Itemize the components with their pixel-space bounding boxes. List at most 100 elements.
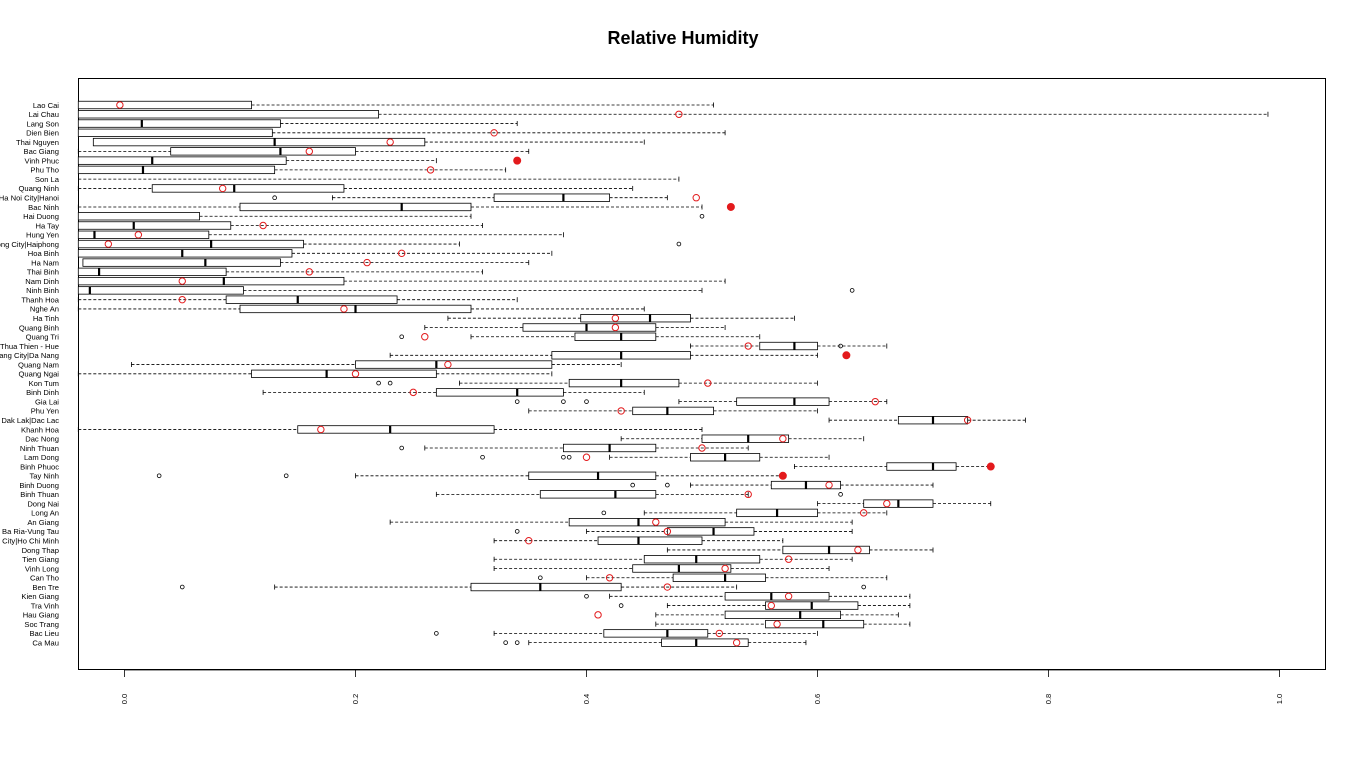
outlier-point — [283, 473, 289, 479]
box-row: Hai Phong City|Haiphong — [0, 240, 682, 249]
box-row: Ha Tay — [36, 221, 483, 230]
box-row: Binh Thuan — [20, 490, 843, 499]
row-label: Dong Nai — [27, 499, 59, 508]
box — [539, 490, 657, 499]
row-label: Nghe An — [30, 305, 59, 314]
row-label: Binh Duong — [19, 481, 59, 490]
row-label: Dong Thap — [22, 546, 59, 555]
box — [522, 323, 657, 332]
row-label: An Giang — [27, 518, 59, 527]
row-label: Hau Giang — [23, 611, 59, 620]
row-label: Hung Yen — [26, 231, 59, 240]
red-open-marker — [675, 110, 683, 118]
box-row: Dac Nong — [25, 435, 865, 444]
row-label: Lao Cai — [33, 101, 59, 110]
box — [77, 249, 293, 258]
outlier-point — [561, 454, 566, 460]
box — [77, 267, 227, 277]
box-row: Son La — [35, 175, 680, 184]
row-label: Binh Dinh — [26, 388, 59, 397]
red-open-marker — [732, 638, 741, 647]
outlier-point — [514, 399, 520, 404]
row-label: Quang Tri — [26, 333, 60, 342]
red-open-marker — [409, 388, 417, 397]
row-label: Tay Ninh — [29, 472, 59, 481]
red-open-marker — [871, 397, 879, 406]
row-label: Ninh Binh — [26, 286, 59, 295]
red-open-marker — [605, 574, 614, 582]
row-label: Dien Bien — [26, 129, 59, 138]
red-open-marker — [744, 342, 752, 350]
row-label: Ninh Thuan — [20, 444, 59, 453]
outlier-point — [514, 640, 520, 645]
red-open-marker — [582, 453, 591, 461]
red-open-marker — [663, 527, 672, 536]
red-filled-marker — [986, 462, 995, 471]
red-open-marker — [426, 166, 435, 174]
box — [632, 406, 714, 416]
red-open-marker — [715, 629, 724, 638]
box — [574, 332, 657, 341]
box — [736, 397, 830, 406]
row-label: Lang Son — [26, 119, 59, 128]
box-row: Dien Bien — [26, 129, 726, 138]
red-open-marker — [963, 416, 972, 424]
outlier-point — [838, 343, 843, 349]
box-row: Ninh Thuan — [20, 444, 749, 453]
row-label: Ba Ria-Vung Tau — [2, 527, 59, 536]
box-row: Thanh Hoa — [21, 295, 518, 304]
row-label: Tien Giang — [22, 555, 59, 564]
red-open-marker — [692, 194, 700, 202]
red-open-marker — [594, 611, 602, 619]
red-open-marker — [340, 305, 348, 313]
row-label: Bac Ninh — [28, 203, 59, 212]
row-label: Dak Lak|Dac Lac — [1, 416, 59, 425]
box-row: Dak Lak|Dac Lac — [1, 416, 1026, 425]
row-label: Bac Giang — [24, 147, 59, 156]
red-open-marker — [825, 481, 833, 489]
row-label: Binh Thuan — [20, 490, 59, 499]
outlier-point — [630, 482, 635, 488]
row-label: Quang Ninh — [18, 184, 59, 193]
box-row: Ho Chi Minh City|Ho Chi Minh — [0, 536, 784, 545]
red-open-marker — [652, 518, 660, 526]
red-filled-marker — [513, 156, 522, 165]
red-open-marker — [617, 407, 625, 415]
box-row: Quang Ninh — [18, 184, 634, 193]
box — [643, 555, 761, 564]
red-open-marker — [363, 258, 371, 267]
row-label: Can Tho — [30, 574, 59, 583]
box-row: Binh Dinh — [26, 388, 645, 397]
box-row: Ha Noi City|Hanoi — [0, 194, 700, 203]
box — [239, 202, 472, 212]
red-open-marker — [744, 490, 752, 499]
box — [77, 100, 252, 110]
box-row: Bac Giang — [24, 147, 530, 156]
box — [528, 471, 657, 480]
box-row: Bac Lieu — [29, 629, 818, 638]
box-row: Dong Nai — [27, 499, 992, 508]
red-open-marker — [134, 231, 143, 239]
outlier-point — [537, 575, 543, 581]
red-open-marker — [421, 333, 429, 341]
x-tick-label: 0.8 — [1044, 694, 1053, 705]
row-label: Nam Dinh — [25, 277, 59, 286]
red-open-marker — [305, 268, 313, 276]
box-row: Da Nang City|Da Nang — [0, 351, 851, 360]
row-label: Binh Phuoc — [20, 462, 59, 471]
box — [765, 619, 865, 629]
box-row: Thai Binh — [27, 268, 483, 277]
outlier-point — [601, 510, 607, 516]
box-row: Bac Ninh — [28, 202, 735, 212]
red-open-marker — [218, 184, 227, 193]
red-open-marker — [784, 555, 793, 563]
x-tick-label: 0.4 — [582, 694, 591, 705]
box-row: Phu Tho — [30, 166, 507, 175]
box-row: Long An — [31, 509, 888, 518]
red-open-marker — [663, 583, 672, 591]
box-row: Quang Binh — [19, 323, 726, 332]
red-open-marker — [104, 240, 113, 248]
box-row: Binh Phuoc — [20, 462, 995, 471]
row-label: Ha Tinh — [33, 314, 59, 323]
